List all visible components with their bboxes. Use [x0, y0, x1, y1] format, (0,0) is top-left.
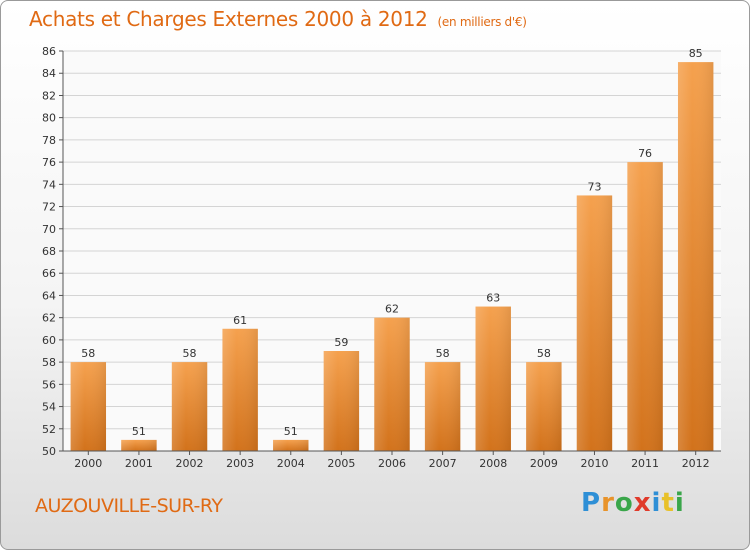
- value-label: 61: [233, 314, 247, 327]
- value-label: 58: [81, 347, 95, 360]
- value-label: 63: [486, 292, 500, 305]
- x-axis: 2000 2001 2002 2003 2004 2005 2006 2007 2008 2009…: [63, 450, 721, 470]
- x-tick-label: 2009: [530, 457, 558, 470]
- value-label: 51: [284, 425, 298, 438]
- bars: 58 51 58 61 51 59 62 58 63 58 73 76 85: [70, 47, 714, 451]
- commune-name: AUZOUVILLE-SUR-RY: [35, 495, 223, 517]
- logo-letter: i: [674, 488, 685, 518]
- bar-shade: [70, 362, 107, 451]
- bar-shade: [121, 439, 157, 451]
- value-label: 59: [334, 336, 348, 349]
- value-label: 58: [436, 347, 450, 360]
- bar-shade: [374, 317, 410, 451]
- x-tick-label: 2012: [682, 457, 710, 470]
- value-label: 76: [638, 147, 652, 160]
- y-tick-label: 58: [42, 356, 56, 369]
- chart-unit: (en milliers d'€): [437, 15, 527, 29]
- value-label: 85: [689, 47, 703, 60]
- bar-shade: [273, 439, 309, 451]
- logo-letter: o: [614, 488, 634, 518]
- y-tick-label: 70: [42, 223, 56, 236]
- bar-shade: [576, 195, 613, 451]
- bar-shade: [171, 362, 208, 451]
- x-tick-label: 2007: [429, 457, 457, 470]
- logo-letter: t: [661, 488, 675, 518]
- value-label: 62: [385, 303, 399, 316]
- x-tick-label: 2005: [327, 457, 355, 470]
- y-tick-label: 80: [42, 112, 56, 125]
- bar-shade: [627, 162, 663, 451]
- logo-letter: x: [633, 488, 652, 518]
- y-tick-label: 68: [42, 245, 56, 258]
- y-tick-label: 84: [42, 67, 56, 80]
- y-tick-label: 82: [42, 89, 56, 102]
- x-tick-label: 2011: [631, 457, 659, 470]
- x-tick-label: 2010: [580, 457, 608, 470]
- proxiti-logo[interactable]: Proxiti: [581, 488, 685, 518]
- x-tick-label: 2002: [176, 457, 204, 470]
- x-tick-label: 2004: [277, 457, 305, 470]
- y-tick-label: 52: [42, 423, 56, 436]
- y-tick-label: 74: [42, 178, 56, 191]
- logo-letter: P: [581, 488, 602, 518]
- y-tick-label: 78: [42, 134, 56, 147]
- y-tick-label: 56: [42, 378, 56, 391]
- bar-shade: [424, 362, 461, 451]
- logo-letter: i: [651, 488, 662, 518]
- bar-shade: [475, 306, 511, 451]
- bar-shade: [222, 328, 258, 451]
- bar-shade: [677, 62, 714, 451]
- x-tick-label: 2008: [479, 457, 507, 470]
- y-tick-label: 86: [42, 45, 56, 58]
- bar-shade: [323, 351, 360, 451]
- bar-shade: [526, 362, 562, 451]
- y-axis: 50 52 54 56 58 60 62 64 66 68 70 72 74 76 78 80 82 84 86: [42, 45, 64, 458]
- y-tick-label: 72: [42, 201, 56, 214]
- value-label: 58: [537, 347, 551, 360]
- y-tick-label: 50: [42, 445, 56, 458]
- value-label: 58: [183, 347, 197, 360]
- y-tick-label: 66: [42, 267, 56, 280]
- y-tick-label: 64: [42, 289, 56, 302]
- chart-title: Achats et Charges Externes 2000 à 2012 (e…: [29, 7, 527, 31]
- y-tick-label: 60: [42, 334, 56, 347]
- x-tick-label: 2001: [125, 457, 153, 470]
- x-tick-label: 2003: [226, 457, 254, 470]
- y-tick-label: 76: [42, 156, 56, 169]
- value-label: 73: [587, 180, 601, 193]
- chart-title-text: Achats et Charges Externes 2000 à 2012: [29, 7, 428, 31]
- x-tick-label: 2006: [378, 457, 406, 470]
- value-label: 51: [132, 425, 146, 438]
- x-tick-label: 2000: [74, 457, 102, 470]
- y-tick-label: 54: [42, 401, 56, 414]
- logo-letter: r: [601, 488, 615, 518]
- y-tick-label: 62: [42, 312, 56, 325]
